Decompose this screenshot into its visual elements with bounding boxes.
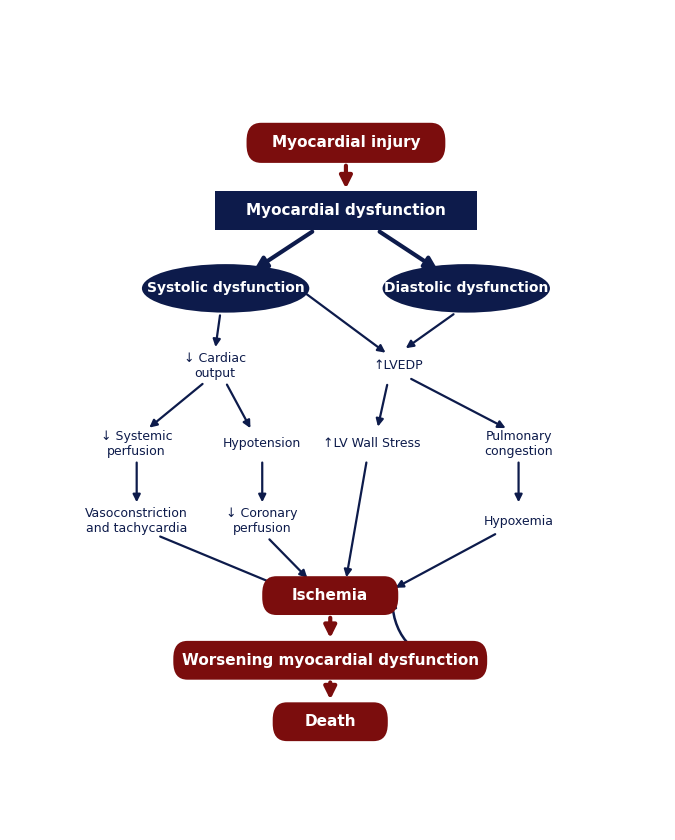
Text: ↑LV Wall Stress: ↑LV Wall Stress xyxy=(323,437,421,450)
Text: Hypoxemia: Hypoxemia xyxy=(483,515,554,528)
Text: Hypotension: Hypotension xyxy=(223,437,301,450)
Text: Ischemia: Ischemia xyxy=(292,588,369,603)
FancyBboxPatch shape xyxy=(262,576,398,615)
Text: ↓ Coronary
perfusion: ↓ Coronary perfusion xyxy=(227,507,298,535)
Text: Diastolic dysfunction: Diastolic dysfunction xyxy=(384,281,549,296)
FancyBboxPatch shape xyxy=(215,192,477,230)
Text: Systolic dysfunction: Systolic dysfunction xyxy=(146,281,304,296)
Text: ↓ Cardiac
output: ↓ Cardiac output xyxy=(184,352,246,380)
Text: Pulmonary
congestion: Pulmonary congestion xyxy=(484,429,553,458)
Text: Myocardial injury: Myocardial injury xyxy=(271,135,421,150)
FancyBboxPatch shape xyxy=(246,123,446,163)
Text: Death: Death xyxy=(304,714,356,729)
Ellipse shape xyxy=(383,264,550,312)
Text: Vasoconstriction
and tachycardia: Vasoconstriction and tachycardia xyxy=(85,507,188,535)
Text: Worsening myocardial dysfunction: Worsening myocardial dysfunction xyxy=(182,653,479,668)
FancyBboxPatch shape xyxy=(173,641,487,680)
FancyBboxPatch shape xyxy=(273,702,387,741)
Ellipse shape xyxy=(142,264,309,312)
Text: Myocardial dysfunction: Myocardial dysfunction xyxy=(246,203,446,218)
Text: ↑LVEDP: ↑LVEDP xyxy=(373,360,423,372)
Text: ↓ Systemic
perfusion: ↓ Systemic perfusion xyxy=(101,429,173,458)
